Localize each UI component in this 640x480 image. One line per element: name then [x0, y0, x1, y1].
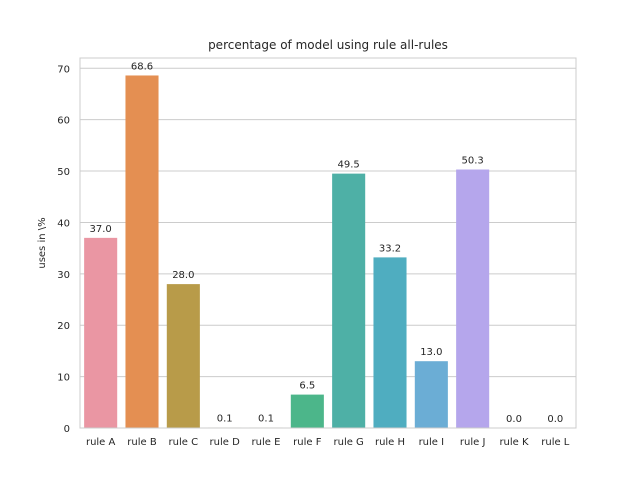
chart-title: percentage of model using rule all-rules	[208, 38, 448, 52]
x-tick-label: rule J	[460, 437, 486, 448]
y-axis-ticks: 0 10 20 30 40 50 60 70	[57, 64, 70, 435]
bar	[456, 169, 490, 428]
data-labels: 37.0 68.6 28.0 0.1 0.1 6.5 49.5 33.2 13.0 50.3 0.0…	[90, 61, 564, 425]
x-tick-label: rule F	[293, 437, 322, 448]
bar	[414, 361, 448, 428]
bar-value-label: 0.1	[217, 413, 233, 424]
y-tick-label: 70	[57, 64, 70, 75]
bar-value-label: 0.0	[547, 414, 563, 425]
bar-value-label: 68.6	[131, 61, 153, 72]
y-tick-label: 50	[57, 167, 70, 178]
x-tick-label: rule B	[127, 437, 157, 448]
x-tick-label: rule I	[419, 437, 445, 448]
bar	[332, 173, 366, 428]
y-tick-label: 40	[57, 218, 70, 229]
y-tick-label: 0	[64, 424, 70, 435]
x-tick-label: rule C	[169, 437, 199, 448]
y-tick-label: 10	[57, 373, 70, 384]
bar-value-label: 13.0	[420, 347, 442, 358]
bar	[373, 257, 407, 428]
bar	[84, 237, 118, 428]
bar	[125, 75, 159, 428]
bar-value-label: 0.0	[506, 414, 522, 425]
y-tick-label: 30	[57, 270, 70, 281]
bar-value-label: 0.1	[258, 413, 274, 424]
bar-value-label: 49.5	[338, 160, 360, 171]
bar-value-label: 28.0	[172, 270, 194, 281]
y-tick-label: 20	[57, 321, 70, 332]
bar-value-label: 33.2	[379, 243, 401, 254]
x-tick-label: rule G	[334, 437, 364, 448]
x-axis-ticks: rule A rule B rule C rule D rule E rule F rule…	[86, 437, 570, 448]
bar	[290, 394, 324, 428]
bar-value-label: 50.3	[462, 156, 484, 167]
x-tick-label: rule E	[252, 437, 281, 448]
y-tick-label: 60	[57, 116, 70, 127]
bar-value-label: 37.0	[90, 224, 112, 235]
bar	[166, 284, 200, 428]
x-tick-label: rule K	[499, 437, 529, 448]
y-axis-label: uses in \%	[37, 217, 48, 268]
x-tick-label: rule H	[375, 437, 405, 448]
x-tick-label: rule D	[210, 437, 241, 448]
plot-frame	[79, 57, 577, 429]
x-tick-label: rule L	[541, 437, 570, 448]
x-tick-label: rule A	[86, 437, 116, 448]
bar-value-label: 6.5	[299, 381, 315, 392]
